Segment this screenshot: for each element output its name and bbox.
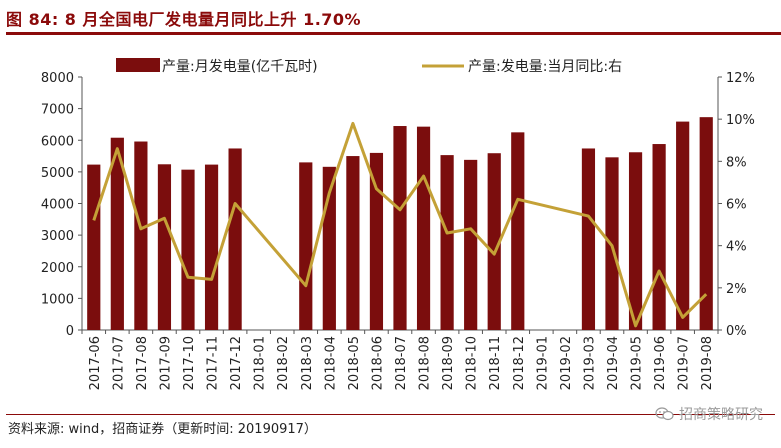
left-tick-label: 5000 [41, 166, 74, 181]
right-tick-label: 2% [726, 282, 747, 297]
x-tick-label: 2017-06 [88, 336, 103, 390]
x-tick-label: 2018-09 [441, 336, 456, 390]
bar [134, 141, 148, 330]
x-tick-label: 2018-08 [418, 336, 433, 390]
bar [464, 159, 478, 330]
bar [581, 148, 596, 330]
bar [346, 156, 360, 330]
right-tick-label: 10% [726, 113, 755, 128]
left-tick-label: 6000 [41, 134, 74, 149]
x-tick-label: 2019-03 [582, 336, 597, 390]
watermark-text: 招商策略研究 [679, 407, 763, 423]
bar [487, 153, 501, 330]
left-tick-label: 1000 [41, 292, 74, 307]
x-tick-label: 2018-10 [465, 336, 480, 390]
bar [299, 162, 313, 330]
footer-divider [6, 414, 775, 415]
x-tick-label: 2018-07 [394, 336, 409, 390]
bar [628, 152, 643, 330]
x-tick-label: 2019-04 [606, 336, 621, 390]
x-tick-label: 2017-12 [229, 336, 244, 390]
right-tick-label: 4% [726, 240, 747, 255]
x-tick-label: 2018-01 [253, 336, 268, 390]
x-tick-label: 2018-11 [488, 336, 503, 390]
wechat-icon [655, 407, 674, 421]
left-tick-label: 7000 [41, 103, 74, 118]
right-tick-label: 6% [726, 198, 747, 213]
x-tick-label: 2019-07 [677, 336, 692, 390]
bar [157, 164, 172, 330]
x-tick-label: 2018-12 [512, 336, 527, 390]
bar [228, 148, 242, 330]
bar [181, 169, 195, 330]
bar [110, 137, 124, 330]
bar [393, 126, 407, 330]
x-tick-label: 2018-06 [370, 336, 385, 390]
legend-bar-swatch [116, 58, 160, 72]
left-tick-label: 4000 [41, 198, 74, 213]
left-tick-label: 0 [66, 324, 74, 339]
yoy-line [92, 121, 708, 328]
left-tick-label: 3000 [41, 229, 74, 244]
x-tick-label: 2018-05 [347, 336, 362, 390]
x-tick-label: 2017-09 [158, 336, 173, 390]
chart-title: 图 84: 8 月全国电厂发电量月同比上升 1.70% [6, 10, 362, 29]
chart-area: 0 1000 2000 3000 4000 5000 6000 7000 8000 0% 2% 4% 6… [41, 58, 755, 390]
x-tick-label: 2019-08 [700, 336, 715, 390]
bar [87, 164, 101, 330]
x-tick-label: 2018-04 [323, 336, 338, 390]
title-divider [6, 32, 781, 35]
bar [676, 121, 690, 330]
x-tick-label: 2017-08 [135, 336, 150, 390]
x-tick-label: 2019-02 [559, 336, 574, 390]
left-tick-label: 8000 [41, 71, 74, 86]
watermark: 招商策略研究 [655, 404, 763, 424]
x-tick-label: 2017-11 [206, 336, 221, 390]
bar [652, 144, 666, 330]
x-tick-label: 2017-07 [111, 336, 126, 390]
left-tick-label: 2000 [41, 261, 74, 276]
x-tick-label: 2019-05 [630, 336, 645, 390]
right-tick-label: 0% [726, 324, 747, 339]
right-tick-label: 12% [726, 71, 755, 86]
right-tick-label: 8% [726, 155, 747, 170]
bar [204, 164, 219, 330]
x-tick-label: 2017-10 [182, 336, 197, 390]
bar [440, 155, 454, 330]
source-note: 资料来源: wind，招商证券（更新时间: 20190917） [8, 422, 317, 437]
legend-bar-label: 产量:月发电量(亿千瓦时) [162, 59, 318, 75]
bar [511, 132, 525, 330]
x-tick-label: 2018-02 [276, 336, 291, 390]
bar [369, 152, 384, 330]
x-tick-label: 2018-03 [300, 336, 315, 390]
bar [699, 117, 713, 330]
bar [416, 126, 431, 331]
legend-line-label: 产量:发电量:当月同比:右 [468, 59, 622, 75]
title-bar: 图 84: 8 月全国电厂发电量月同比上升 1.70% [6, 6, 775, 34]
x-tick-label: 2019-01 [535, 336, 550, 390]
x-tick-label: 2019-06 [653, 336, 668, 390]
